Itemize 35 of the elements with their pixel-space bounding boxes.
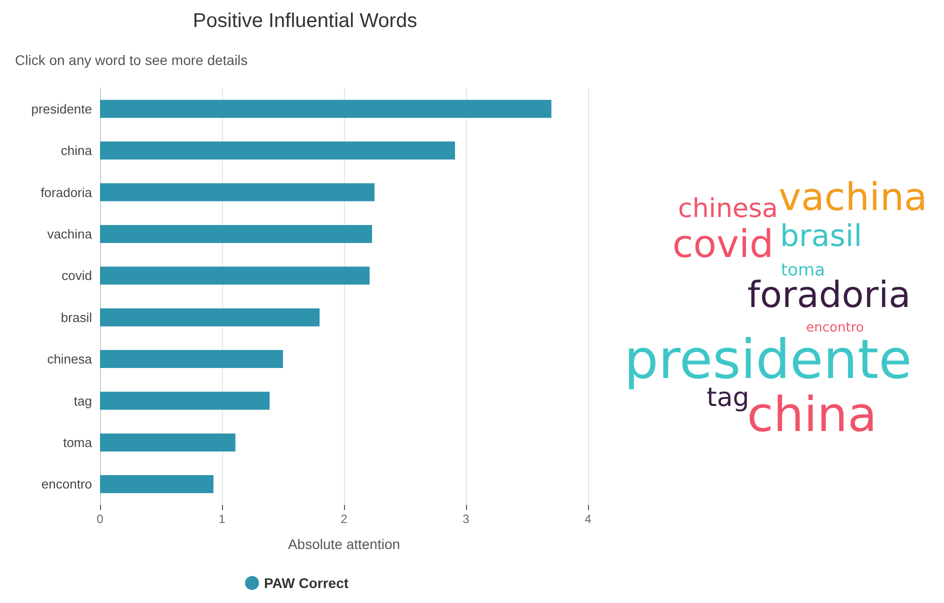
y-tick-label: foradoria [40, 184, 93, 200]
y-tick-label: vachina [47, 226, 93, 242]
x-axis-title: Absolute attention [288, 536, 400, 552]
y-tick-label: covid [62, 268, 92, 284]
bar [100, 308, 320, 326]
chart-title: Positive Influential Words [192, 10, 418, 32]
text: chinesa [678, 194, 778, 224]
text: china [747, 387, 877, 443]
y-tick-label: chinesa [47, 352, 93, 367]
bar [100, 183, 374, 202]
legend-label: PAW Correct [264, 575, 349, 591]
x-tick-label: 1 [218, 512, 226, 526]
x-tick-label: 4 [584, 512, 592, 526]
text: brasil [780, 219, 862, 254]
y-tick-label: encontro [41, 476, 92, 492]
y-tick-label: brasil [60, 310, 92, 325]
x-tick-label: 0 [96, 512, 104, 526]
bar [100, 475, 214, 494]
chart-subtitle: Click on any word to see more details [15, 52, 248, 68]
bar [100, 392, 270, 410]
bar [100, 266, 370, 285]
bar [100, 100, 552, 118]
bar [100, 433, 236, 452]
text: covid [672, 222, 774, 266]
x-tick-label: 3 [462, 512, 470, 526]
bar [100, 224, 372, 243]
y-tick-label: presidente [31, 101, 92, 116]
text: vachina [778, 175, 928, 219]
x-tick-label: 2 [340, 512, 348, 526]
y-tick-label: toma [63, 434, 93, 450]
text: tag [706, 383, 750, 413]
bar [100, 350, 283, 368]
y-tick-label: china [60, 143, 93, 158]
y-tick-label: tag [74, 393, 92, 408]
bar [100, 142, 456, 160]
